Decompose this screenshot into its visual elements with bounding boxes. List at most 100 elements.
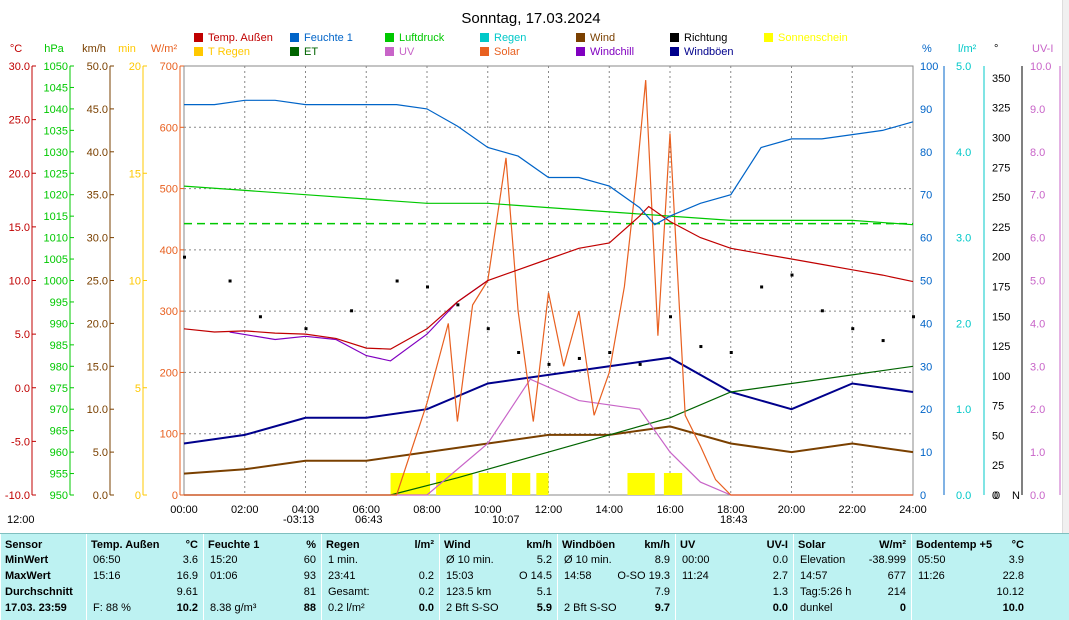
- x-tick-5: 10:00: [474, 504, 502, 516]
- stats-row-label-3: 17.03. 23:59: [5, 602, 67, 614]
- series-line-windchill: [229, 280, 489, 362]
- left-axis-label-1-15: 975: [50, 383, 68, 395]
- stats-cell-value-3-0: 60: [303, 554, 316, 566]
- left-axis-unit-1: hPa: [44, 43, 64, 55]
- stats-cell-value-2-3: 10.2: [176, 602, 198, 614]
- stats-cell-value-9-0: 3.9: [1008, 554, 1024, 566]
- stats-header-7: UV: [680, 539, 696, 551]
- series-point-richtung-13: [638, 362, 642, 366]
- series-point-richtung-4: [350, 309, 354, 313]
- stats-cell-label-8-1: 14:57: [800, 570, 828, 582]
- right-axis-unit-3: UV-I: [1032, 43, 1053, 55]
- scrollbar[interactable]: [1062, 0, 1069, 533]
- right-axis-label-1-2: 3.0: [956, 233, 971, 245]
- left-axis-label-1-19: 955: [50, 469, 68, 481]
- right-axis-label-3-5: 5.0: [1030, 276, 1045, 288]
- right-axis-label-0-0: 100: [920, 61, 938, 73]
- stats-cell-label-6-0: Ø 10 min.: [564, 554, 612, 566]
- left-axis-label-1-20: 950: [50, 490, 68, 502]
- left-axis-label-1-10: 1000: [44, 276, 68, 288]
- left-axis-label-4-0: 700: [160, 61, 178, 73]
- series-point-richtung-20: [851, 327, 855, 331]
- stats-unit-9: °C: [1011, 539, 1024, 551]
- right-axis-label-3-8: 2.0: [1030, 404, 1045, 416]
- x-marker-4: 18:43: [720, 514, 748, 526]
- series-line-windb-en: [183, 356, 914, 445]
- stats-cell-value-5-0: 5.2: [536, 554, 552, 566]
- right-axis-label-3-2: 8.0: [1030, 147, 1045, 159]
- x-marker-3: 10:07: [492, 514, 520, 526]
- left-axis-label-4-7: 0: [172, 490, 178, 502]
- stats-cell-value-7-3: 0.0: [772, 602, 788, 614]
- left-axis-label-0-7: -5.0: [11, 436, 30, 448]
- sunshine-block-1: [436, 473, 473, 495]
- sunshine-block-4: [536, 473, 549, 495]
- stats-cell-value-9-3: 10.0: [1002, 602, 1024, 614]
- stats-column-8: Solar W/m² Elevation -38.999 14:57 677 Tag:5:2…: [793, 534, 912, 620]
- legend-swatch-4: [576, 33, 585, 42]
- stats-cell-value-3-1: 93: [303, 570, 316, 582]
- stats-cell-value-6-2: 7.9: [654, 586, 670, 598]
- left-axis-label-2-3: 35.0: [87, 190, 108, 202]
- legend-swatch-6: [764, 33, 773, 42]
- stats-cell-value-6-0: 8.9: [654, 554, 670, 566]
- stats-cell-label-8-0: Elevation: [800, 554, 846, 566]
- left-axis-label-4-1: 600: [160, 122, 178, 134]
- stats-cell-label-8-2: Tag:5:26 h: [800, 586, 852, 598]
- left-axis-label-2-5: 25.0: [87, 276, 108, 288]
- left-axis-label-1-14: 980: [50, 361, 68, 373]
- stats-cell-label-5-0: Ø 10 min.: [446, 554, 494, 566]
- right-axis-label-0-7: 30: [920, 361, 932, 373]
- left-axis-label-4-6: 100: [160, 429, 178, 441]
- x-tick-2: 04:00: [292, 504, 320, 516]
- series-point-richtung-8: [486, 327, 490, 331]
- right-axis-bottom-label: N: [1012, 490, 1020, 502]
- legend-swatch-3: [480, 33, 489, 42]
- stats-cell-label-6-3: 2 Bft S-SO: [564, 602, 617, 614]
- left-axis-label-1-18: 960: [50, 447, 68, 459]
- left-axis-unit-4: W/m²: [151, 43, 178, 55]
- right-axis-label-1-5: 0.0: [956, 490, 971, 502]
- legend-label-12: Windböen: [684, 46, 734, 58]
- series-point-richtung-17: [760, 285, 764, 289]
- right-axis-label-0-3: 70: [920, 190, 932, 202]
- left-axis-label-1-3: 1035: [44, 125, 68, 137]
- stats-cell-label-3-1: 01:06: [210, 570, 238, 582]
- stats-cell-value-5-1: O 14.5: [518, 570, 552, 582]
- stats-header-9: Bodentemp +5: [916, 539, 993, 551]
- stats-unit-2: °C: [185, 539, 198, 551]
- legend-label-11: Windchill: [590, 46, 634, 58]
- right-axis-label-0-9: 10: [920, 447, 932, 459]
- left-axis-label-0-3: 15.0: [9, 222, 30, 234]
- right-axis-label-0-5: 50: [920, 276, 932, 288]
- right-axis-label-2-2: 300: [992, 133, 1010, 145]
- x-tick-3: 06:00: [352, 504, 380, 516]
- legend-swatch-5: [670, 33, 679, 42]
- legend-label-1: Feuchte 1: [304, 32, 353, 44]
- x-tick-12: 24:00: [899, 504, 927, 516]
- left-axis-label-4-4: 300: [160, 306, 178, 318]
- left-axis-label-1-6: 1020: [44, 190, 68, 202]
- series-line-uv: [184, 378, 913, 496]
- left-axis-label-1-9: 1005: [44, 254, 68, 266]
- legend-swatch-8: [290, 47, 299, 56]
- left-axis-label-2-7: 15.0: [87, 361, 108, 373]
- x-tick-8: 16:00: [656, 504, 684, 516]
- stats-cell-label-8-3: dunkel: [800, 602, 833, 614]
- legend-swatch-9: [385, 47, 394, 56]
- left-axis-label-3-0: 20: [129, 61, 141, 73]
- stats-cell-value-9-2: 10.12: [996, 586, 1024, 598]
- stats-cell-label-6-1: 14:58: [564, 570, 592, 582]
- right-axis-label-0-10: 0: [920, 490, 926, 502]
- right-axis-label-3-9: 1.0: [1030, 447, 1045, 459]
- right-axis-label-2-0: 350: [992, 73, 1010, 85]
- stats-column-7: UV UV-I 00:00 0.0 11:24 2.7 1.3 0.0: [675, 534, 794, 620]
- series-line-feuchte-1: [184, 99, 914, 226]
- left-axis-label-1-12: 990: [50, 318, 68, 330]
- chart-title: Sonntag, 17.03.2024: [461, 10, 600, 27]
- left-axis-unit-3: min: [118, 43, 136, 55]
- right-axis-label-2-8: 150: [992, 311, 1010, 323]
- left-axis-label-3-1: 15: [129, 168, 141, 180]
- series-point-richtung-10: [547, 362, 551, 366]
- right-axis-zero-label: 0: [994, 490, 1000, 502]
